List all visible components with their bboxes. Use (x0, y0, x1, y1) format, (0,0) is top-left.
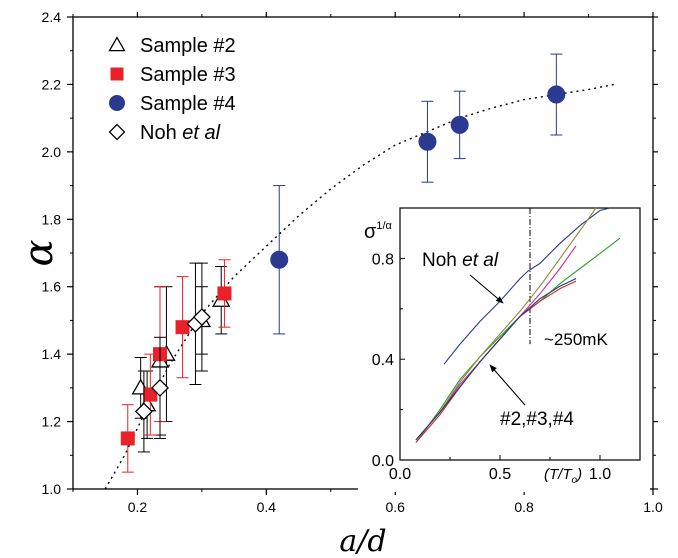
data-point (547, 85, 566, 104)
series-diamond-open (134, 262, 211, 453)
inset-plot: 0.0 0.5 1.0 0.0 0.4 0.8 σ1/α (T/To) Noh et al ~25… (358, 200, 650, 492)
data-point (418, 132, 437, 151)
data-point (270, 250, 289, 269)
x-axis-title: a/d (339, 524, 386, 558)
legend-label: Sample #3 (140, 64, 236, 86)
x-tick-label: 0.8 (514, 499, 534, 515)
data-point (450, 115, 469, 134)
series-square-filled (120, 259, 232, 473)
x-tick-label: 1.0 (643, 499, 663, 515)
x-tick-label: 0.4 (257, 499, 277, 515)
data-point (192, 308, 211, 327)
legend-label: Noh et al (140, 122, 221, 144)
inset-y-tick-label: 0.4 (372, 352, 394, 369)
data-point (217, 286, 232, 301)
inset-x-tick-label: 0.0 (389, 466, 411, 483)
x-tick-label: 0.6 (385, 499, 405, 515)
data-point (143, 387, 158, 402)
inset-y-axis-title-main: σ (364, 221, 377, 243)
inset-annotation-samples: #2,#3,#4 (500, 409, 574, 430)
y-tick-label: 1.6 (42, 279, 62, 295)
inset-x-tick-label: 1.0 (589, 466, 611, 483)
inset-y-axis-title-sup: 1/α (376, 220, 392, 232)
inset-x-axis-title-close: ) (575, 466, 582, 483)
legend-label-italic: et al (182, 122, 220, 144)
inset-frame (399, 207, 641, 461)
inset-annotation-noh: Noh et al (422, 250, 499, 271)
legend-label-main: Noh (140, 122, 182, 144)
y-tick-label: 2.0 (42, 144, 62, 160)
inset-arrow-samples (489, 364, 526, 406)
inset-x-axis-title: (T/To) (544, 466, 582, 486)
inset-background (358, 200, 650, 492)
legend-marker (109, 95, 125, 111)
inset-x-axis-title-sub: o (572, 475, 578, 486)
legend: Sample #2 Sample #3 Sample #4 Noh et al (108, 35, 236, 144)
inset-series-line (415, 207, 597, 441)
main-plot: 0.2 0.4 0.6 0.8 1.0 1.0 1.2 1.4 1.6 1.8 2.0 2.2 2.4 a… (16, 9, 663, 558)
data-point (134, 402, 153, 421)
inset-annotation-temperature: ~250mK (544, 330, 608, 349)
legend-marker (108, 36, 126, 52)
data-point (151, 378, 169, 397)
inset-x-tick-label: 0.5 (489, 466, 511, 483)
series-circle-filled (270, 53, 566, 335)
inset-x-axis-title-main: (T/T (544, 466, 573, 483)
y-axis-title: α (16, 239, 62, 266)
inset-annotation-noh-main: Noh (422, 250, 462, 271)
inset-y-tick-label: 0.8 (372, 251, 394, 268)
inset-y-tick-label: 0.0 (372, 453, 394, 470)
inset-arrow-noh (469, 274, 504, 304)
legend-label: Sample #2 (140, 35, 236, 57)
inset-y-axis-title: σ1/α (364, 220, 393, 243)
x-tick-label: 0.2 (128, 499, 148, 515)
fit-curve (104, 83, 615, 490)
inset-annotation-noh-italic: et al (462, 250, 499, 271)
y-tick-label: 2.2 (42, 76, 62, 92)
data-point (120, 431, 135, 446)
y-tick-label: 1.4 (42, 346, 62, 362)
y-tick-label: 1.0 (42, 481, 62, 497)
y-tick-label: 1.8 (42, 211, 62, 227)
inset-series-line (415, 278, 577, 441)
legend-label: Sample #4 (140, 93, 236, 115)
y-tick-label: 1.2 (42, 414, 62, 430)
y-tick-label: 2.4 (42, 9, 62, 25)
data-point (175, 320, 190, 335)
legend-marker (108, 123, 126, 141)
legend-marker (110, 67, 124, 81)
